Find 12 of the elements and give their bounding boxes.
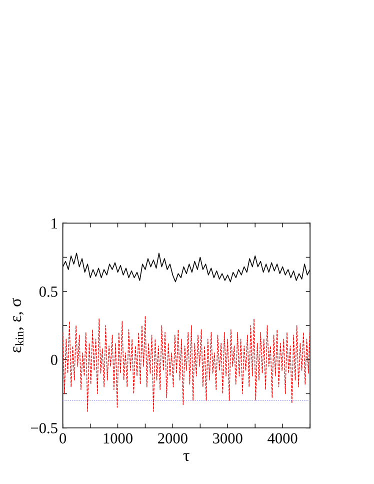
line-series [62,316,310,412]
y-axis-title: ε$_{kin}$, ε, σ [12,298,24,352]
x-tick-label: 0 [60,433,66,444]
y-tick-label: −0.5 [31,422,58,434]
x-tick-label: 3000 [213,433,242,444]
x-tick-label: 4000 [268,433,298,444]
x-tick-label: 1000 [104,433,132,444]
y-tick-label: 1 [52,218,58,228]
x-tick-label: 2000 [158,433,188,444]
y-tick-label: 0 [50,354,58,366]
y-tick-label: 0.5 [39,286,58,297]
x-axis-title: τ [183,453,190,462]
